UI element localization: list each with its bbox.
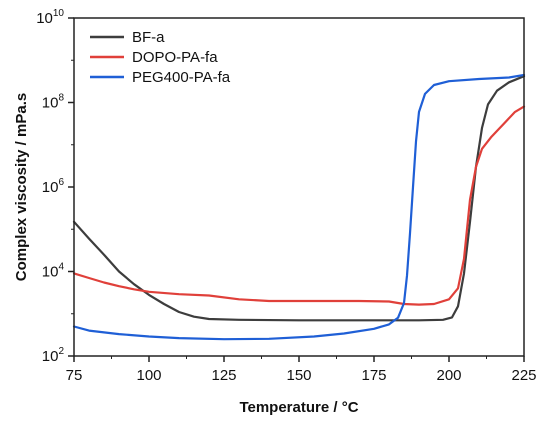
x-tick-label: 125	[211, 367, 236, 384]
x-tick-label: 75	[66, 367, 83, 384]
x-tick-label: 225	[511, 367, 536, 384]
legend-label-1: BF-a	[132, 29, 165, 46]
series-line-2	[72, 105, 526, 306]
y-tick-label: 108	[42, 93, 65, 112]
y-tick-label: 104	[42, 262, 65, 281]
y-tick-label: 102	[42, 346, 65, 365]
ticks-layer: 75 100 125 150 175 200 225 102 104 106 108 1010	[36, 8, 536, 384]
legend-label-3: PEG400-PA-fa	[132, 69, 231, 86]
x-tick-label: 150	[286, 367, 311, 384]
y-tick-label: 1010	[36, 8, 64, 27]
x-axis-title: Temperature / °C	[239, 399, 358, 416]
series-layer	[72, 73, 526, 341]
x-tick-label: 100	[136, 367, 161, 384]
y-tick-label: 106	[42, 177, 65, 196]
x-tick-label: 200	[436, 367, 461, 384]
legend: BF-a DOPO-PA-fa PEG400-PA-fa	[90, 29, 231, 86]
legend-label-2: DOPO-PA-fa	[132, 49, 218, 66]
series-line-1	[72, 75, 526, 322]
x-tick-label: 175	[361, 367, 386, 384]
series-line-3	[72, 73, 526, 341]
y-axis-title: Complex viscosity / mPa.s	[13, 93, 30, 281]
